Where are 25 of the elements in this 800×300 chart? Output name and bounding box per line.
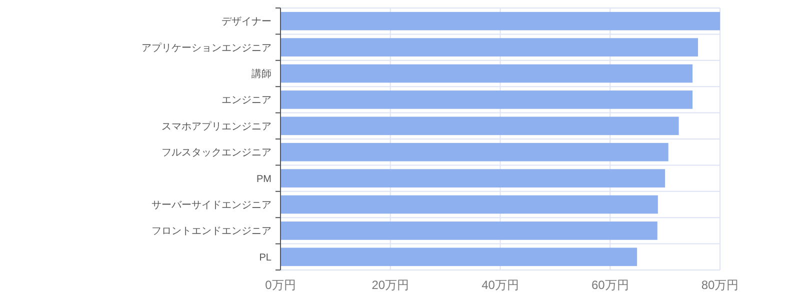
bar: [280, 169, 666, 188]
y-tick-label: サーバーサイドエンジニア: [152, 200, 272, 211]
y-tick-label: スマホアプリエンジニア: [162, 120, 272, 132]
y-tick-label: アプリケーションエンジニア: [142, 42, 272, 54]
y-tick-label: デザイナー: [222, 16, 272, 28]
bar: [280, 195, 658, 214]
y-tick-label: PM: [256, 174, 272, 185]
bar: [280, 142, 668, 162]
y-tick-label: フロントエンドエンジニア: [152, 226, 272, 238]
bar: [280, 12, 720, 30]
bar: [280, 222, 658, 240]
bar: [280, 116, 679, 136]
y-tick-label: PL: [259, 252, 272, 264]
x-tick-label: 60万円: [591, 278, 629, 292]
y-tick-label: 講師: [252, 68, 272, 80]
y-tick-label: フルスタックエンジニア: [162, 148, 272, 159]
x-tick-label: 0万円: [265, 278, 296, 292]
bar: [280, 64, 693, 83]
x-tick-label: 40万円: [482, 278, 519, 292]
bar: [280, 90, 693, 109]
y-tick-label: エンジニア: [222, 95, 272, 106]
x-tick-label: 20万円: [372, 278, 410, 292]
x-tick-label: 80万円: [701, 278, 739, 292]
bar: [280, 248, 638, 266]
bar: [280, 38, 698, 56]
